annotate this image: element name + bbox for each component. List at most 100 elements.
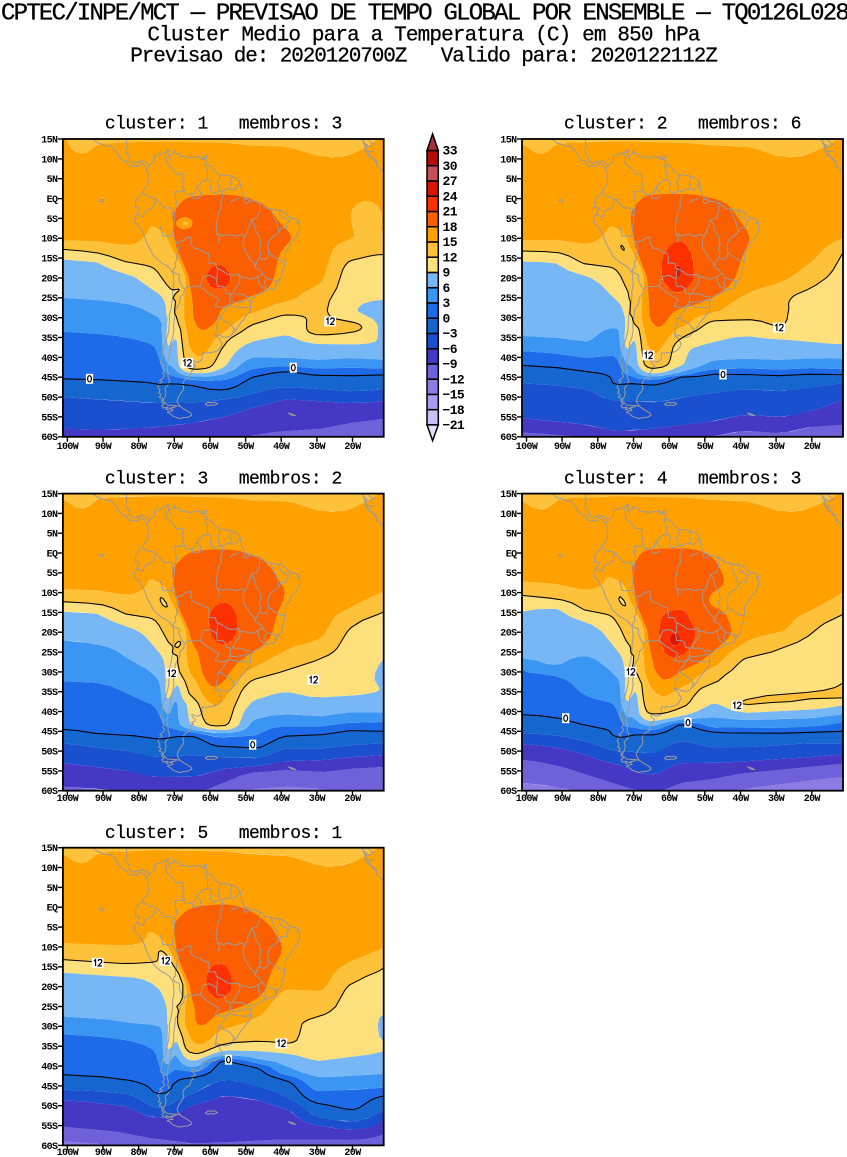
svg-text:20W: 20W <box>804 442 821 453</box>
svg-text:40W: 40W <box>273 794 290 805</box>
svg-text:55S: 55S <box>41 413 58 424</box>
svg-text:15S: 15S <box>500 255 517 266</box>
svg-text:15N: 15N <box>41 490 58 501</box>
svg-text:15S: 15S <box>41 963 58 974</box>
svg-text:5N: 5N <box>47 530 58 541</box>
svg-text:5S: 5S <box>47 569 58 580</box>
svg-text:20W: 20W <box>344 442 361 453</box>
svg-text:30S: 30S <box>500 668 517 679</box>
svg-text:20W: 20W <box>344 794 361 805</box>
svg-text:cluster: 1 membros: 3: cluster: 1 membros: 3 <box>105 114 342 134</box>
svg-text:55S: 55S <box>41 767 58 778</box>
svg-text:70W: 70W <box>166 442 183 453</box>
svg-text:20S: 20S <box>41 629 58 640</box>
svg-text:80W: 80W <box>590 442 607 453</box>
svg-text:12: 12 <box>443 250 458 265</box>
svg-text:10S: 10S <box>41 235 58 246</box>
svg-text:30: 30 <box>443 159 458 174</box>
svg-text:80W: 80W <box>590 794 607 805</box>
svg-text:60W: 60W <box>661 442 678 453</box>
svg-text:9: 9 <box>443 266 451 281</box>
svg-text:60S: 60S <box>41 1142 58 1153</box>
svg-text:20W: 20W <box>804 794 821 805</box>
svg-text:15S: 15S <box>500 609 517 620</box>
svg-text:Previsao de: 2020120700Z Val: Previsao de: 2020120700Z Valido para: 20… <box>130 46 717 69</box>
svg-text:50W: 50W <box>237 794 254 805</box>
svg-text:50S: 50S <box>41 748 58 759</box>
svg-text:EQ: EQ <box>47 195 58 206</box>
svg-text:25S: 25S <box>500 294 517 305</box>
svg-text:60W: 60W <box>202 794 219 805</box>
svg-text:45S: 45S <box>500 728 517 739</box>
svg-text:40S: 40S <box>41 708 58 719</box>
svg-text:20S: 20S <box>41 274 58 285</box>
svg-text:24: 24 <box>443 189 458 204</box>
svg-text:50W: 50W <box>697 442 714 453</box>
svg-text:10N: 10N <box>500 510 517 521</box>
svg-text:100W: 100W <box>516 794 538 805</box>
svg-text:40W: 40W <box>273 1148 290 1157</box>
svg-text:55S: 55S <box>41 1122 58 1133</box>
svg-text:60S: 60S <box>41 433 58 444</box>
svg-text:45S: 45S <box>41 728 58 739</box>
svg-text:60W: 60W <box>202 442 219 453</box>
svg-text:60S: 60S <box>500 787 517 798</box>
svg-text:15: 15 <box>443 235 458 250</box>
svg-text:60W: 60W <box>661 794 678 805</box>
svg-text:80W: 80W <box>130 1148 147 1157</box>
svg-text:45S: 45S <box>500 374 517 385</box>
svg-text:10S: 10S <box>500 589 517 600</box>
svg-text:−12: −12 <box>443 372 465 387</box>
svg-text:15N: 15N <box>500 490 517 501</box>
svg-text:40W: 40W <box>732 794 749 805</box>
svg-text:5S: 5S <box>47 924 58 935</box>
svg-text:20S: 20S <box>41 983 58 994</box>
svg-text:5S: 5S <box>506 215 517 226</box>
svg-text:40W: 40W <box>732 442 749 453</box>
svg-text:33: 33 <box>443 144 458 159</box>
svg-text:30S: 30S <box>500 314 517 325</box>
svg-text:3: 3 <box>443 296 451 311</box>
svg-text:50W: 50W <box>697 794 714 805</box>
svg-text:100W: 100W <box>57 794 79 805</box>
svg-text:50W: 50W <box>237 1148 254 1157</box>
svg-text:EQ: EQ <box>506 549 517 560</box>
svg-text:25S: 25S <box>500 649 517 660</box>
svg-text:−6: −6 <box>443 342 458 357</box>
svg-text:40S: 40S <box>500 354 517 365</box>
svg-text:EQ: EQ <box>47 904 58 915</box>
svg-text:5S: 5S <box>47 215 58 226</box>
svg-text:35S: 35S <box>41 334 58 345</box>
svg-text:cluster: 2 membros: 6: cluster: 2 membros: 6 <box>564 114 801 134</box>
svg-text:30W: 30W <box>309 442 326 453</box>
svg-text:5S: 5S <box>506 569 517 580</box>
svg-text:100W: 100W <box>516 442 538 453</box>
svg-text:30W: 30W <box>768 442 785 453</box>
svg-text:−9: −9 <box>443 357 458 372</box>
svg-text:5N: 5N <box>47 884 58 895</box>
svg-text:10N: 10N <box>500 155 517 166</box>
svg-text:45S: 45S <box>41 374 58 385</box>
svg-text:50S: 50S <box>500 394 517 405</box>
svg-text:90W: 90W <box>95 1148 112 1157</box>
svg-text:Cluster Medio para a Temperatu: Cluster Medio para a Temperatura (C) em … <box>147 25 700 48</box>
svg-text:25S: 25S <box>41 294 58 305</box>
svg-text:CPTEC/INPE/MCT — PREVISAO DE T: CPTEC/INPE/MCT — PREVISAO DE TEMPO GLOBA… <box>1 1 847 28</box>
svg-text:80W: 80W <box>130 794 147 805</box>
svg-text:5N: 5N <box>47 175 58 186</box>
svg-text:90W: 90W <box>554 794 571 805</box>
svg-text:10S: 10S <box>41 589 58 600</box>
svg-text:90W: 90W <box>95 442 112 453</box>
svg-text:30S: 30S <box>41 1023 58 1034</box>
svg-text:15N: 15N <box>500 135 517 146</box>
svg-text:6: 6 <box>443 281 451 296</box>
svg-text:−21: −21 <box>443 418 465 433</box>
svg-text:15S: 15S <box>41 255 58 266</box>
svg-text:25S: 25S <box>41 649 58 660</box>
svg-text:100W: 100W <box>57 442 79 453</box>
svg-text:60S: 60S <box>500 433 517 444</box>
svg-text:25S: 25S <box>41 1003 58 1014</box>
svg-text:40S: 40S <box>41 1062 58 1073</box>
svg-text:10S: 10S <box>500 235 517 246</box>
svg-text:−15: −15 <box>443 388 465 403</box>
